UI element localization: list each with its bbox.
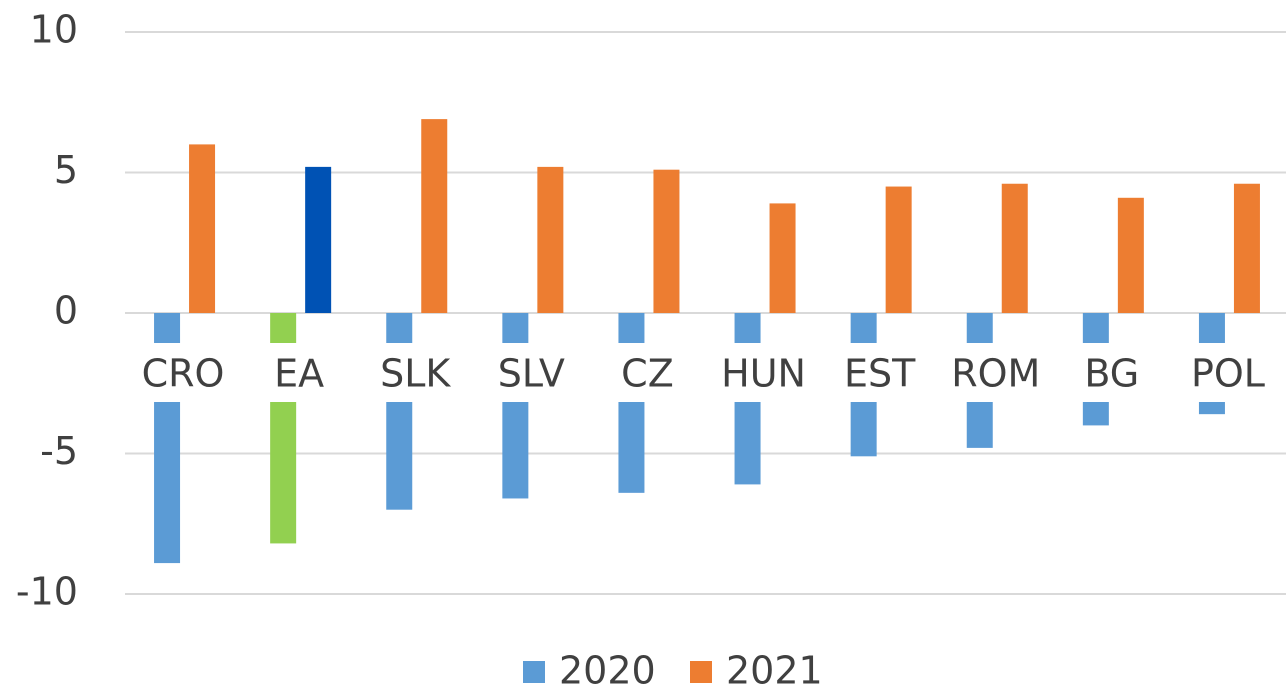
y-tick-label: 5 [54,148,78,192]
x-tick-label: HUN [721,352,806,396]
legend-swatch [690,661,712,683]
bar [1233,183,1260,313]
label-band [125,343,1286,402]
legend-label: 2021 [726,649,823,691]
bar [1001,183,1028,313]
x-tick-label: EST [844,352,916,396]
x-tick-label: EA [274,352,324,396]
y-tick-label: -10 [16,570,78,614]
bar [386,313,413,510]
bar [885,186,912,313]
y-tick-label: -5 [40,429,78,473]
bar [769,203,796,313]
x-tick-label: SLK [380,352,451,396]
bar [502,313,529,499]
x-tick-label: SLV [498,352,565,396]
legend-swatch [523,661,545,683]
y-tick-label: 0 [54,289,78,333]
x-tick-label: ROM [951,352,1040,396]
x-tick-label: CZ [621,352,674,396]
bar [421,119,448,313]
x-tick-label: BG [1084,352,1139,396]
y-tick-label: 10 [30,8,78,52]
x-tick-label: POL [1191,352,1265,396]
legend-label: 2020 [559,649,656,691]
bar [537,166,564,313]
bar [305,166,332,313]
bar [618,313,645,493]
bar [189,144,216,313]
bar [1117,197,1144,313]
bar [653,169,680,313]
x-tick-label: CRO [142,352,225,396]
